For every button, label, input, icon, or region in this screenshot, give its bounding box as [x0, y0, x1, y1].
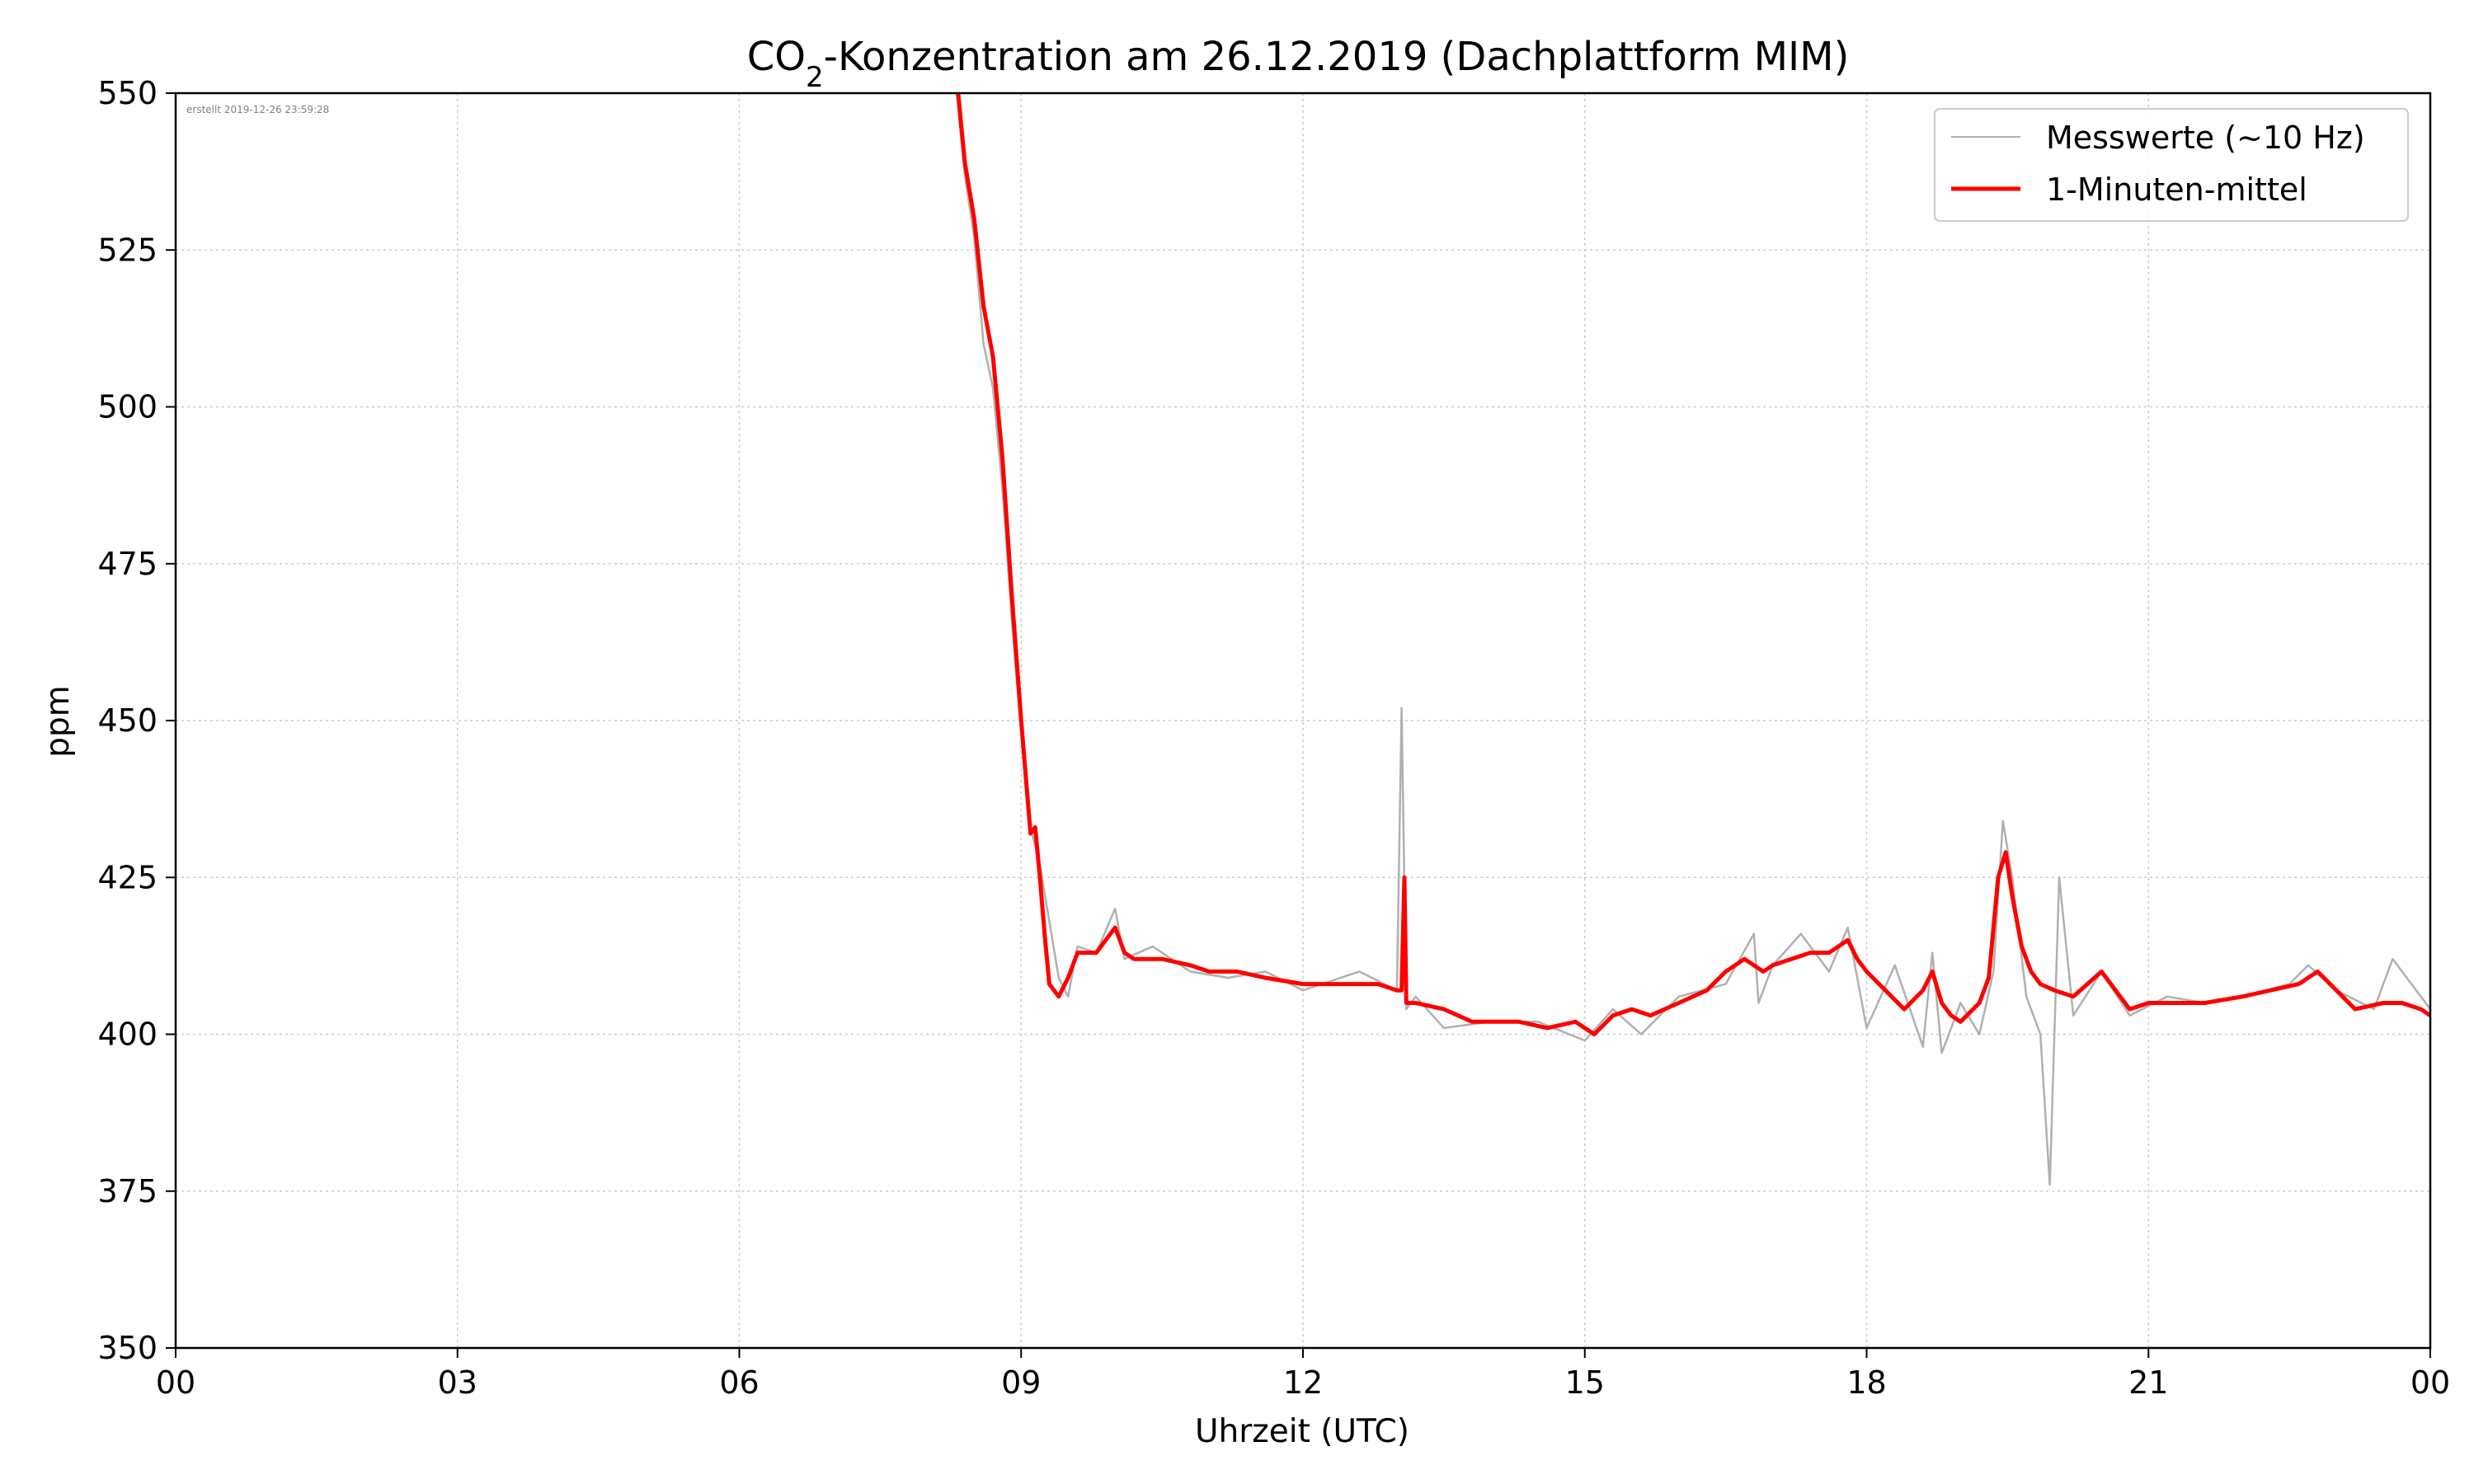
y-tick-label: 525 [97, 232, 158, 268]
x-axis-label: Uhrzeit (UTC) [1195, 1413, 1409, 1450]
x-tick-label: 18 [1846, 1364, 1886, 1401]
x-tick-label: 06 [719, 1364, 759, 1401]
x-axis-ticks: 00 03 06 09 12 15 18 21 00 [156, 1348, 2450, 1401]
y-tick-label: 450 [97, 702, 158, 739]
x-tick-label: 00 [156, 1364, 195, 1401]
legend: Messwerte (~10 Hz) 1-Minuten-mittel [1934, 108, 2409, 222]
x-tick-label: 03 [438, 1364, 477, 1401]
y-tick-label: 425 [97, 859, 158, 895]
title-prefix: CO [747, 34, 806, 80]
y-tick-label: 550 [97, 75, 158, 111]
legend-box [1934, 108, 2409, 222]
y-tick-label: 500 [97, 389, 158, 425]
legend-label-measurements: Messwerte (~10 Hz) [2046, 120, 2365, 156]
series-line-minute-mean [956, 93, 2430, 1036]
x-tick-label: 00 [2411, 1364, 2450, 1401]
x-tick-label: 21 [2128, 1364, 2168, 1401]
series-line-measurements [955, 93, 2430, 1186]
chart-title: CO2-Konzentration am 26.12.2019 (Dachpla… [747, 34, 1850, 94]
title-subscript: 2 [806, 61, 824, 94]
y-tick-label: 375 [97, 1173, 158, 1209]
creation-stamp: erstellt 2019-12-26 23:59:28 [186, 104, 329, 115]
y-tick-label: 350 [97, 1330, 158, 1366]
y-tick-label: 475 [97, 546, 158, 582]
x-tick-label: 12 [1283, 1364, 1323, 1401]
plot-area [955, 93, 2430, 1186]
title-suffix: -Konzentration am 26.12.2019 (Dachplattf… [824, 34, 1850, 80]
y-axis-label: ppm [40, 685, 77, 758]
y-tick-label: 400 [97, 1017, 158, 1053]
x-tick-label: 15 [1565, 1364, 1605, 1401]
legend-label-minute-mean: 1-Minuten-mittel [2046, 171, 2307, 208]
x-tick-label: 09 [1001, 1364, 1041, 1401]
y-axis-ticks: 350 375 400 425 450 475 500 525 550 [97, 75, 176, 1366]
